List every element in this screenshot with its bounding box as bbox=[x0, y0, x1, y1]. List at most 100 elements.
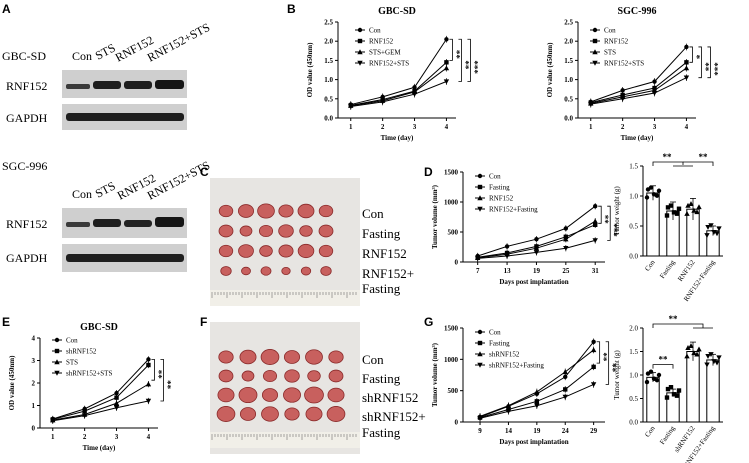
chart-title: GBC-SD bbox=[80, 322, 118, 333]
series-line bbox=[350, 61, 447, 106]
legend-label: RNF152 bbox=[604, 38, 629, 46]
y-axis-label: OD value (450nm) bbox=[306, 42, 314, 98]
x-tick-label: 13 bbox=[504, 267, 512, 275]
data-point bbox=[477, 340, 483, 346]
y-tick-label: 0.0 bbox=[629, 253, 638, 261]
data-point bbox=[691, 207, 697, 213]
data-point bbox=[674, 393, 680, 398]
data-point bbox=[652, 79, 657, 84]
blot-2-lane-1: Con bbox=[72, 187, 92, 201]
data-point bbox=[674, 211, 680, 216]
y-tick-label: 1.0 bbox=[629, 193, 638, 201]
data-point bbox=[54, 348, 60, 354]
photo-f-label-5: Fasting bbox=[362, 425, 401, 440]
legend-label: STS bbox=[66, 359, 78, 367]
significance-label: ** bbox=[600, 215, 610, 225]
data-point bbox=[113, 405, 120, 411]
tumor bbox=[304, 386, 324, 404]
x-tick-label: 4 bbox=[685, 123, 689, 131]
data-point bbox=[592, 38, 598, 44]
data-point bbox=[534, 389, 540, 395]
band bbox=[124, 220, 152, 227]
data-point bbox=[704, 233, 710, 238]
legend-label: Con bbox=[66, 337, 78, 345]
tumor bbox=[218, 244, 234, 258]
legend-label: RNF152+STS bbox=[369, 60, 409, 68]
blot-1-cell-line: GBC-SD bbox=[2, 49, 46, 63]
data-point bbox=[694, 351, 700, 357]
data-point bbox=[708, 223, 714, 229]
x-tick-label: 2 bbox=[621, 123, 625, 131]
y-axis-label: Tumor weight (g) bbox=[613, 350, 621, 400]
data-point bbox=[477, 173, 483, 179]
chart-g-tumor-weight: 0.0 0.5 1.0 1.5 2.0 Tumor weight (g) Con Fastin… bbox=[613, 314, 723, 463]
x-tick-label: 9 bbox=[478, 427, 482, 435]
band bbox=[155, 217, 184, 227]
significance-label: ** bbox=[608, 363, 618, 373]
bar bbox=[646, 376, 660, 423]
data-point bbox=[504, 253, 510, 259]
photo-f-label-3: shRNF152 bbox=[362, 390, 418, 405]
data-point bbox=[684, 60, 689, 65]
tumor bbox=[220, 266, 232, 276]
y-tick-label: 0 bbox=[32, 425, 36, 433]
tumor bbox=[239, 407, 257, 421]
data-point bbox=[705, 354, 711, 359]
ruler bbox=[210, 432, 360, 448]
data-point bbox=[477, 351, 483, 357]
data-point bbox=[444, 60, 449, 65]
tumor bbox=[305, 406, 323, 422]
panel-label-e: E bbox=[2, 315, 10, 329]
y-tick-label: 0.0 bbox=[564, 115, 573, 123]
data-point bbox=[81, 413, 88, 419]
legend-label: Con bbox=[604, 27, 616, 35]
significance-label: * bbox=[691, 55, 701, 60]
data-point bbox=[648, 369, 654, 374]
tumor bbox=[257, 203, 275, 219]
data-point bbox=[696, 346, 702, 352]
significance-bracket bbox=[598, 205, 602, 224]
data-point bbox=[145, 398, 152, 404]
significance-label: ** bbox=[460, 60, 470, 70]
data-point bbox=[505, 409, 512, 415]
data-point bbox=[477, 206, 483, 212]
band bbox=[124, 81, 152, 89]
legend-label: Fasting bbox=[489, 184, 510, 192]
significance-bracket bbox=[683, 161, 714, 166]
legend-label: Con bbox=[369, 27, 381, 35]
data-point bbox=[668, 385, 674, 390]
chart-b-sgc-996: SGC-996 0.0 0.5 1.0 1.5 2.0 2.5 1 2 3 4 Time (day) O… bbox=[546, 6, 719, 142]
tumor-grid bbox=[218, 203, 334, 276]
data-point bbox=[505, 403, 512, 408]
data-point bbox=[146, 357, 151, 362]
blot-2-cell-line: SGC-996 bbox=[2, 159, 47, 173]
data-point bbox=[684, 353, 690, 359]
tumor bbox=[261, 406, 279, 422]
significance-label: ** bbox=[669, 314, 679, 324]
tumor-grid bbox=[216, 349, 346, 422]
tumor bbox=[327, 387, 345, 403]
x-tick-label: Con bbox=[643, 424, 657, 439]
series-line bbox=[350, 67, 447, 107]
data-point bbox=[620, 88, 625, 93]
tumor bbox=[318, 224, 334, 238]
significance-bracket bbox=[652, 161, 684, 166]
tumor bbox=[278, 244, 294, 258]
tumor bbox=[278, 224, 294, 238]
tumor bbox=[328, 369, 344, 383]
x-tick-label: 24 bbox=[562, 427, 570, 435]
photo-background bbox=[210, 178, 360, 306]
data-point bbox=[54, 359, 60, 365]
y-tick-label: 1 bbox=[32, 402, 36, 410]
data-point bbox=[684, 44, 689, 50]
data-point bbox=[590, 382, 597, 388]
tumor bbox=[328, 350, 344, 364]
data-point bbox=[644, 379, 650, 385]
data-point bbox=[684, 211, 690, 216]
blot-1-lane-1: Con bbox=[72, 49, 92, 63]
x-tick-label: 25 bbox=[562, 267, 570, 275]
data-point bbox=[705, 225, 711, 230]
data-point bbox=[443, 79, 450, 85]
y-tick-label: 1500 bbox=[444, 325, 459, 333]
tumor bbox=[241, 266, 251, 276]
